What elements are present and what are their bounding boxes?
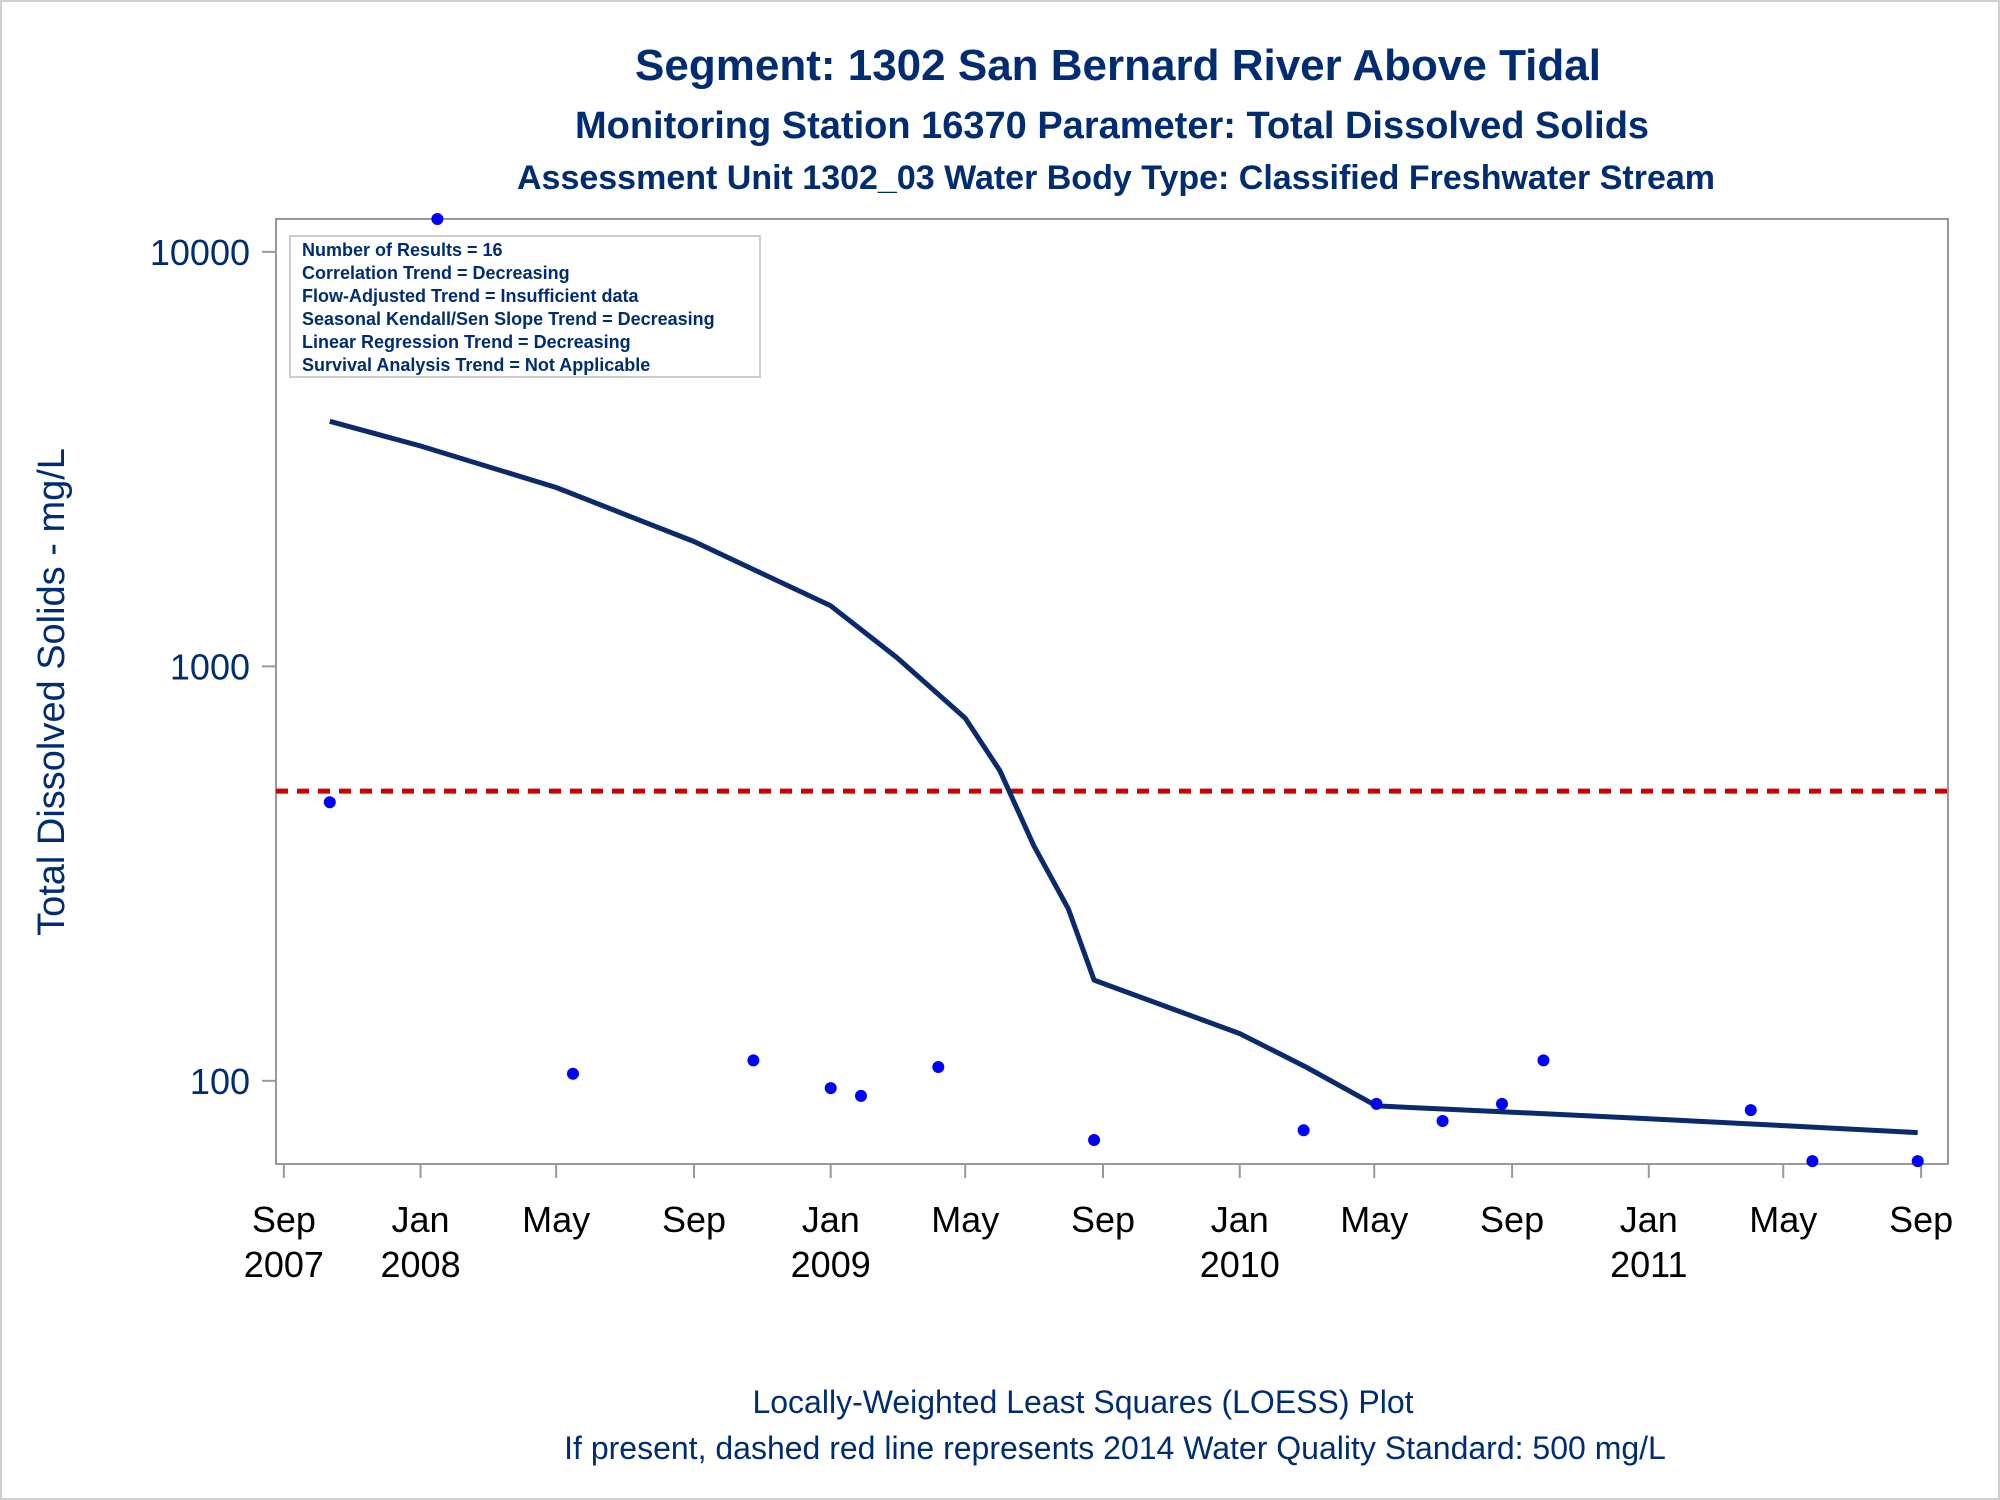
- loess-line: [329, 418, 1918, 1136]
- chart-subtitle: Monitoring Station 16370 Parameter: Tota…: [575, 105, 1649, 147]
- x-tick-month: Jan: [392, 1199, 450, 1240]
- y-axis: 10000 1000 100: [150, 232, 276, 1102]
- x-tick-month: Sep: [252, 1199, 316, 1240]
- data-point: [854, 1089, 867, 1102]
- x-tick-month: May: [522, 1199, 590, 1240]
- x-tick-month: Sep: [1071, 1199, 1135, 1240]
- footnote-loess: Locally-Weighted Least Squares (LOESS) P…: [752, 1384, 1413, 1420]
- info-line-seasonal-kendall: Seasonal Kendall/Sen Slope Trend = Decre…: [302, 309, 715, 329]
- data-point: [1744, 1104, 1757, 1117]
- data-point: [566, 1067, 579, 1080]
- chart-subtitle-2: Assessment Unit 1302_03 Water Body Type:…: [517, 159, 1715, 197]
- x-tick-year: 2010: [1200, 1244, 1280, 1285]
- data-point: [1088, 1133, 1101, 1146]
- x-tick-year: 2007: [244, 1244, 324, 1285]
- data-point: [932, 1060, 945, 1073]
- info-line-results: Number of Results = 16: [302, 240, 503, 260]
- x-tick-month: Sep: [1480, 1199, 1544, 1240]
- y-tick-label: 1000: [170, 646, 250, 687]
- info-line-survival: Survival Analysis Trend = Not Applicable: [302, 355, 650, 375]
- info-box: Number of Results = 16 Correlation Trend…: [289, 235, 761, 378]
- plot-area: [275, 218, 1949, 1165]
- y-tick-label: 100: [190, 1061, 250, 1102]
- data-point: [1370, 1097, 1383, 1110]
- y-tick-label: 10000: [150, 232, 250, 273]
- data-point: [1911, 1155, 1924, 1168]
- data-point: [1537, 1054, 1550, 1067]
- x-tick-month: Jan: [802, 1199, 860, 1240]
- x-tick-month: May: [931, 1199, 999, 1240]
- data-point: [1806, 1155, 1819, 1168]
- x-tick-year: 2009: [791, 1244, 871, 1285]
- y-axis-label: Total Dissolved Solids - mg/L: [31, 448, 73, 936]
- data-point: [747, 1054, 760, 1067]
- x-tick-month: Jan: [1211, 1199, 1269, 1240]
- data-point: [824, 1082, 837, 1095]
- x-tick-month: Sep: [1889, 1199, 1953, 1240]
- data-point: [323, 796, 336, 809]
- x-tick-month: Sep: [662, 1199, 726, 1240]
- x-tick-month: May: [1749, 1199, 1817, 1240]
- x-tick-month: May: [1340, 1199, 1408, 1240]
- info-line-correlation: Correlation Trend = Decreasing: [302, 263, 570, 283]
- data-point: [1436, 1114, 1449, 1127]
- footnote-standard: If present, dashed red line represents 2…: [564, 1430, 1666, 1466]
- x-tick-month: Jan: [1620, 1199, 1678, 1240]
- observation-points: [323, 213, 1924, 1168]
- data-point: [431, 213, 444, 225]
- info-line-flow-adjusted: Flow-Adjusted Trend = Insufficient data: [302, 286, 640, 306]
- info-line-linear-regression: Linear Regression Trend = Decreasing: [302, 332, 631, 352]
- info-box-frame: [289, 235, 761, 378]
- data-point: [1297, 1124, 1310, 1137]
- x-tick-year: 2011: [1610, 1244, 1687, 1285]
- data-point: [1495, 1097, 1508, 1110]
- chart-title: Segment: 1302 San Bernard River Above Ti…: [635, 41, 1601, 90]
- x-tick-year: 2008: [381, 1244, 461, 1285]
